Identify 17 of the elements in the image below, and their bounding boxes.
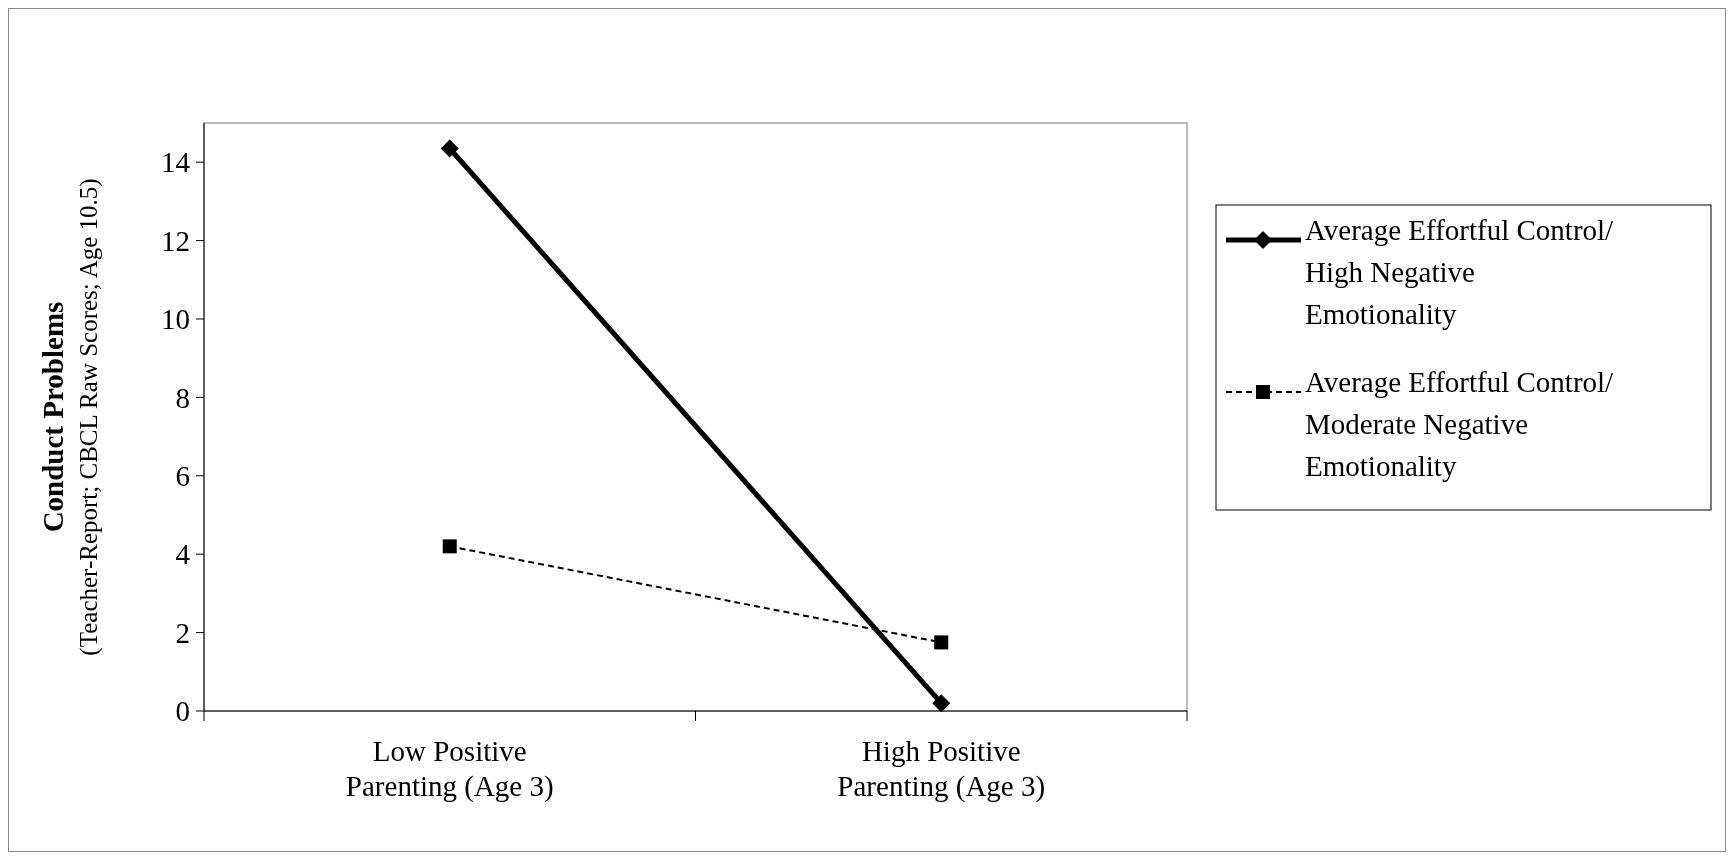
x-tick-label: High Positive Parenting (Age 3) (837, 735, 1046, 803)
point (932, 694, 951, 713)
y-tick-label: 6 (175, 459, 190, 492)
legend-label: Average Effortful Control/ Moderate Negative Emotionality (1305, 366, 1615, 482)
y-tick-label: 12 (161, 224, 190, 257)
point (934, 635, 949, 650)
y-tick-label: 8 (175, 381, 190, 414)
point (442, 539, 457, 554)
y-tick-label: 4 (175, 538, 191, 571)
x-tick-label: Low Positive Parenting (Age 3) (345, 735, 554, 803)
y-tick-label: 0 (175, 695, 190, 728)
point (440, 139, 459, 158)
legend-label: Average Effortful Control/ High Negative Emotionality (1305, 214, 1615, 330)
y-tick-label: 10 (161, 303, 190, 336)
y-axis-title: Conduct Problems (Teacher-Report; CBCL Raw Scores; Age 10.5) (37, 178, 103, 656)
y-tick-label: 2 (175, 616, 190, 649)
y-tick-label: 14 (161, 146, 191, 179)
